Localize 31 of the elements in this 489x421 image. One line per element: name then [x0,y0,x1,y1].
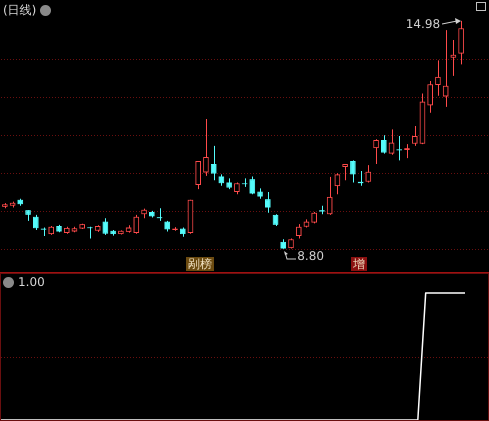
candlestick [195,160,201,190]
text: 剐榜 [188,257,212,272]
candlestick [257,188,263,200]
candlestick [210,145,216,181]
candlestick [427,80,433,114]
candlestick [272,214,278,226]
candlestick [250,176,256,195]
candlestick [458,20,464,65]
candlestick [373,138,379,165]
candlestick [203,118,209,176]
text: 增 [352,257,365,272]
candlestick [311,211,317,224]
candlestick [350,160,356,183]
candlestick [342,164,348,181]
candlestick [102,218,108,236]
candlestick [381,134,387,154]
candlestick [388,128,394,156]
candlestick [442,30,448,108]
candlestick [435,60,441,96]
text: 1.00 [18,275,45,289]
candlestick [218,174,224,186]
candlestick [334,172,340,195]
annotation: 14.98 [406,16,440,31]
candlestick [326,176,332,216]
chart-title: (日线) [3,2,36,19]
candlestick [366,164,372,183]
candlestick [265,192,271,214]
text: 8.80 [297,249,324,264]
candlestick [33,214,39,231]
candlestick [134,214,140,234]
candlestick [226,178,232,190]
